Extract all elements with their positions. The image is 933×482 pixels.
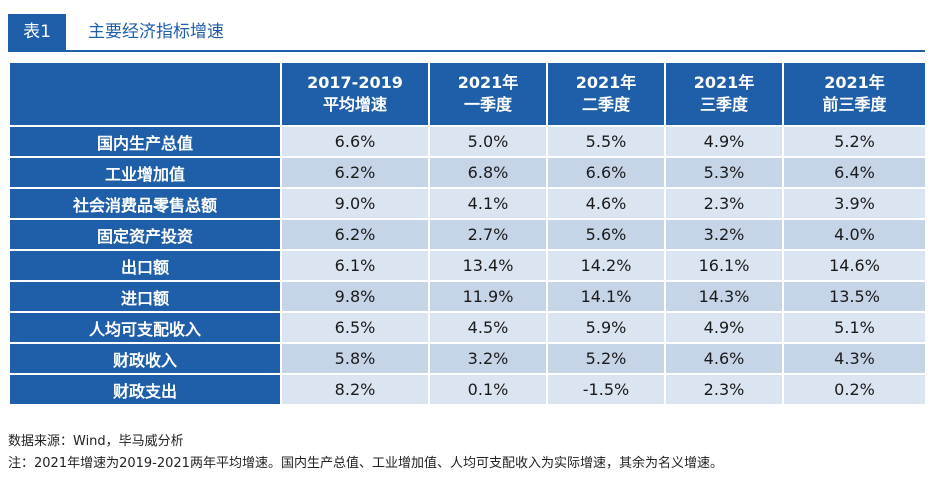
column-header-line2: 一季度 <box>463 95 512 114</box>
table-cell: 5.2% <box>546 342 666 375</box>
column-header-2017-2019-avg: 2017-2019 平均增速 <box>280 61 430 127</box>
table-cell: 2.3% <box>664 187 784 220</box>
table-cell: 13.4% <box>428 249 548 282</box>
table-cell: 4.5% <box>428 311 548 344</box>
table-cell: 2.3% <box>664 373 784 406</box>
table-row: 出口额 6.1% 13.4% 14.2% 16.1% 14.6% <box>8 249 927 282</box>
table-cell: 11.9% <box>428 280 548 313</box>
column-header-line2: 二季度 <box>581 95 630 114</box>
table-cell: 5.9% <box>546 311 666 344</box>
column-header-line2: 前三季度 <box>822 95 887 114</box>
column-header-2021-first-three-quarters: 2021年 前三季度 <box>782 61 927 127</box>
data-source-note: 数据来源：Wind，毕马威分析 <box>8 434 184 449</box>
column-header-line1: 2017-2019 <box>307 73 403 92</box>
table-title-bar: 表1 主要经济指标增速 <box>8 14 925 52</box>
table-cell: 5.1% <box>782 311 927 344</box>
table-cell: 8.2% <box>280 373 430 406</box>
table-cell: 13.5% <box>782 280 927 313</box>
table-row: 人均可支配收入 6.5% 4.5% 5.9% 4.9% 5.1% <box>8 311 927 344</box>
table-row: 财政收入 5.8% 3.2% 5.2% 4.6% 4.3% <box>8 342 927 375</box>
table-cell: 14.2% <box>546 249 666 282</box>
table-cell: 0.2% <box>782 373 927 406</box>
row-label: 人均可支配收入 <box>8 311 282 344</box>
table-cell: 5.2% <box>782 125 927 158</box>
table-cell: 14.6% <box>782 249 927 282</box>
table-cell: 6.1% <box>280 249 430 282</box>
table-cell: 6.2% <box>280 156 430 189</box>
table-cell: 14.1% <box>546 280 666 313</box>
column-header-line2: 平均增速 <box>322 95 387 114</box>
table-cell: 6.6% <box>280 125 430 158</box>
column-header-line1: 2021年 <box>457 73 519 92</box>
table-cell: 4.9% <box>664 311 784 344</box>
table-header-row: 2017-2019 平均增速 2021年 一季度 2021年 二季度 2021年… <box>8 61 927 127</box>
table-cell: 9.0% <box>280 187 430 220</box>
table-cell: 6.5% <box>280 311 430 344</box>
table-number-tag: 表1 <box>8 14 66 50</box>
column-header-2021-q2: 2021年 二季度 <box>546 61 666 127</box>
table-cell: 16.1% <box>664 249 784 282</box>
row-label: 出口额 <box>8 249 282 282</box>
table-cell: 5.5% <box>546 125 666 158</box>
footnote: 注：2021年增速为2019-2021两年平均增速。国内生产总值、工业增加值、人… <box>8 456 723 471</box>
table-cell: 5.6% <box>546 218 666 251</box>
column-header-2021-q1: 2021年 一季度 <box>428 61 548 127</box>
table-cell: 4.9% <box>664 125 784 158</box>
table-title: 主要经济指标增速 <box>88 22 224 42</box>
table-cell: 9.8% <box>280 280 430 313</box>
table-cell: 3.9% <box>782 187 927 220</box>
table-row: 工业增加值 6.2% 6.8% 6.6% 5.3% 6.4% <box>8 156 927 189</box>
table-cell: 3.2% <box>664 218 784 251</box>
column-header-2021-q3: 2021年 三季度 <box>664 61 784 127</box>
table-cell: 4.6% <box>664 342 784 375</box>
table-cell: 6.6% <box>546 156 666 189</box>
row-label: 固定资产投资 <box>8 218 282 251</box>
table-cell: 6.2% <box>280 218 430 251</box>
table-cell: 4.1% <box>428 187 548 220</box>
table-cell: 4.3% <box>782 342 927 375</box>
table-row: 固定资产投资 6.2% 2.7% 5.6% 3.2% 4.0% <box>8 218 927 251</box>
table-cell: 5.3% <box>664 156 784 189</box>
row-label: 工业增加值 <box>8 156 282 189</box>
column-header-line2: 三季度 <box>699 95 748 114</box>
table-cell: 2.7% <box>428 218 548 251</box>
table-cell: 5.8% <box>280 342 430 375</box>
table-cell: 14.3% <box>664 280 784 313</box>
table-cell: -1.5% <box>546 373 666 406</box>
table-row: 国内生产总值 6.6% 5.0% 5.5% 4.9% 5.2% <box>8 125 927 158</box>
table-cell: 4.0% <box>782 218 927 251</box>
row-label: 国内生产总值 <box>8 125 282 158</box>
row-label: 财政收入 <box>8 342 282 375</box>
row-label: 社会消费品零售总额 <box>8 187 282 220</box>
table-cell: 4.6% <box>546 187 666 220</box>
column-header-line1: 2021年 <box>693 73 755 92</box>
table-row: 社会消费品零售总额 9.0% 4.1% 4.6% 2.3% 3.9% <box>8 187 927 220</box>
economic-indicators-table: 2017-2019 平均增速 2021年 一季度 2021年 二季度 2021年… <box>8 61 927 406</box>
table-row: 进口额 9.8% 11.9% 14.1% 14.3% 13.5% <box>8 280 927 313</box>
column-header-line1: 2021年 <box>824 73 885 92</box>
row-label: 进口额 <box>8 280 282 313</box>
table-cell: 0.1% <box>428 373 548 406</box>
column-header-line1: 2021年 <box>575 73 637 92</box>
table-cell: 6.8% <box>428 156 548 189</box>
table-cell: 5.0% <box>428 125 548 158</box>
table-row: 财政支出 8.2% 0.1% -1.5% 2.3% 0.2% <box>8 373 927 406</box>
row-label: 财政支出 <box>8 373 282 406</box>
table-cell: 3.2% <box>428 342 548 375</box>
table-cell: 6.4% <box>782 156 927 189</box>
header-corner-cell <box>8 61 282 127</box>
